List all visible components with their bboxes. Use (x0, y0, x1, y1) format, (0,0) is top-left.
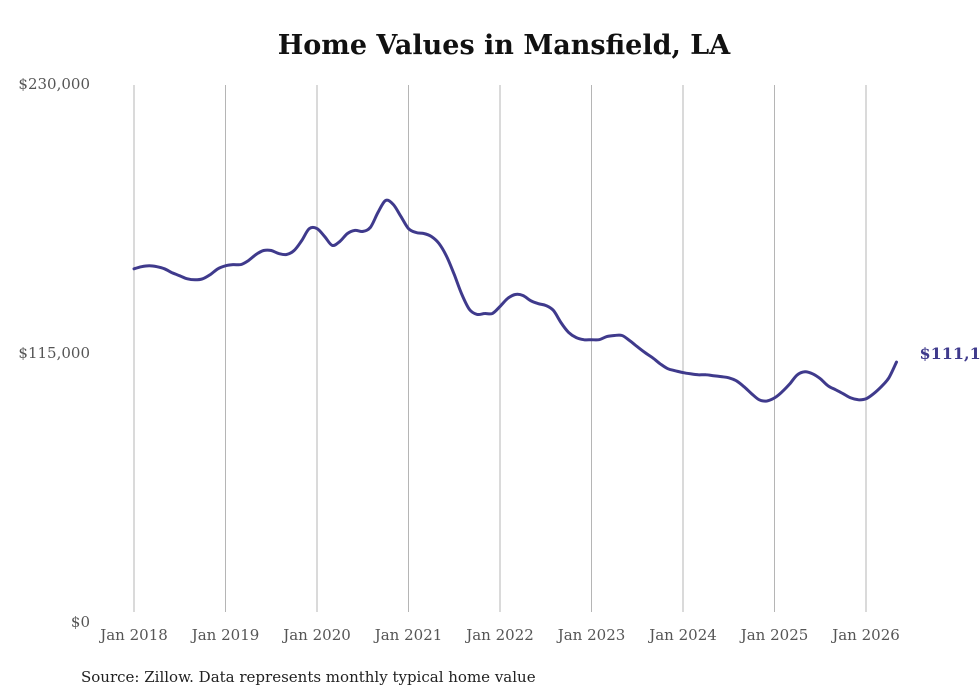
y-tick-label: $0 (71, 613, 90, 631)
x-tick-label: Jan 2021 (373, 626, 443, 644)
end-value-label: $111,104 (920, 344, 980, 363)
x-axis-ticks: Jan 2018 Jan 2019 Jan 2020 Jan 2021 Jan 2022… (98, 626, 900, 644)
x-tick-label: Jan 2025 (739, 626, 809, 644)
y-tick-label: $230,000 (18, 75, 90, 93)
chart-title: Home Values in Mansfield, LA (277, 30, 731, 61)
x-tick-label: Jan 2022 (464, 626, 534, 644)
x-tick-label: Jan 2019 (190, 626, 260, 644)
series-group (132, 198, 898, 403)
y-tick-label: $115,000 (18, 344, 90, 362)
x-tick-label: Jan 2018 (98, 626, 168, 644)
x-tick-label: Jan 2020 (281, 626, 351, 644)
x-tick-label: Jan 2026 (830, 626, 900, 644)
source-note: Source: Zillow. Data represents monthly … (81, 668, 536, 686)
y-axis-ticks: $0 $115,000 $230,000 (18, 75, 90, 631)
series-line (132, 198, 898, 403)
x-tick-label: Jan 2024 (647, 626, 717, 644)
x-tick-label: Jan 2023 (556, 626, 626, 644)
gridlines (133, 85, 867, 612)
